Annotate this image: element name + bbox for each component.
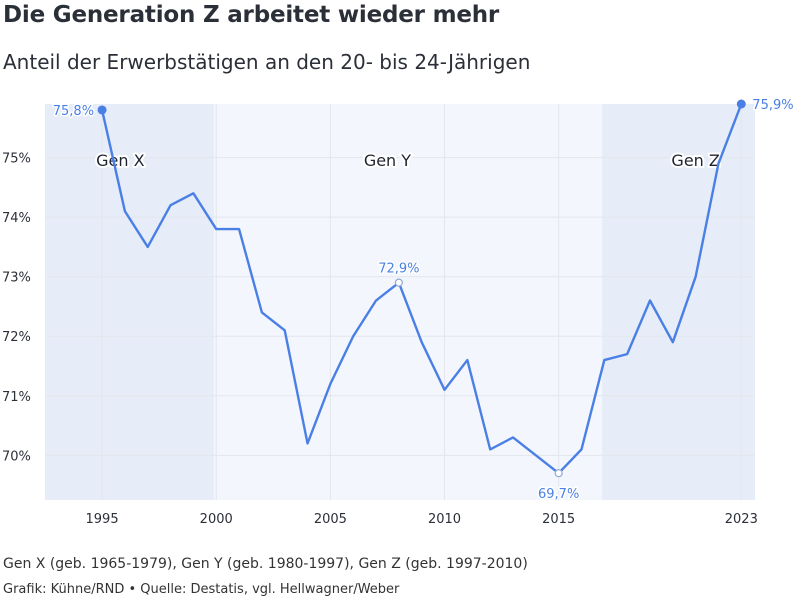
x-tick-label-5: 2023 bbox=[725, 512, 758, 527]
data-point-1995 bbox=[97, 105, 107, 115]
gridlines bbox=[45, 104, 755, 500]
y-tick-label-0: 70% bbox=[2, 449, 31, 464]
y-tick-label-1: 71% bbox=[2, 390, 31, 405]
era-label-3: Gen Z bbox=[671, 151, 719, 170]
chart-title: Die Generation Z arbeitet wieder mehr bbox=[3, 2, 500, 28]
era-labels: Gen X Gen Y Gen Z bbox=[94, 149, 722, 172]
x-tick-label-2: 2005 bbox=[314, 512, 347, 527]
era-label-2: Gen Y bbox=[364, 151, 411, 170]
annotations: 75,8% 72,9% 69,7% 75,9% bbox=[51, 97, 795, 504]
x-tick-label-1: 2000 bbox=[200, 512, 233, 527]
x-axis-ticks: 1995 2000 2005 2010 2015 2023 bbox=[86, 512, 758, 527]
data-label-1995: 75,8% bbox=[53, 104, 94, 119]
series-line bbox=[100, 102, 743, 475]
data-label-2023: 75,9% bbox=[752, 98, 793, 113]
data-point-2023 bbox=[736, 99, 746, 109]
data-point-2015 bbox=[554, 469, 563, 478]
data-point-2008 bbox=[394, 278, 403, 287]
line-chart: Gen X Gen Y Gen Z 75,8% 72,9% 69,7% 75,9% 70%… bbox=[2, 97, 795, 528]
x-tick-label-0: 1995 bbox=[86, 512, 119, 527]
chart-subtitle: Anteil der Erwerbstätigen an den 20- bis… bbox=[3, 50, 531, 74]
x-tick-label-3: 2010 bbox=[428, 512, 461, 527]
era-band-3 bbox=[602, 104, 755, 500]
series-line-group bbox=[100, 102, 743, 475]
generation-note: Gen X (geb. 1965-1979), Gen Y (geb. 1980… bbox=[3, 556, 528, 572]
era-band-1 bbox=[45, 104, 214, 500]
era-bands bbox=[45, 104, 755, 500]
era-label-1: Gen X bbox=[96, 151, 144, 170]
y-axis-ticks: 70% 71% 72% 73% 74% 75% bbox=[2, 152, 31, 465]
data-label-2015: 69,7% bbox=[538, 487, 579, 502]
x-tick-label-4: 2015 bbox=[542, 512, 575, 527]
era-band-2 bbox=[213, 104, 603, 500]
source-credit: Grafik: Kühne/RND • Quelle: Destatis, vg… bbox=[3, 582, 400, 597]
y-tick-label-5: 75% bbox=[2, 152, 31, 167]
y-tick-label-2: 72% bbox=[2, 330, 31, 345]
y-tick-label-3: 73% bbox=[2, 271, 31, 286]
y-tick-label-4: 74% bbox=[2, 211, 31, 226]
data-label-2008: 72,9% bbox=[378, 262, 419, 277]
